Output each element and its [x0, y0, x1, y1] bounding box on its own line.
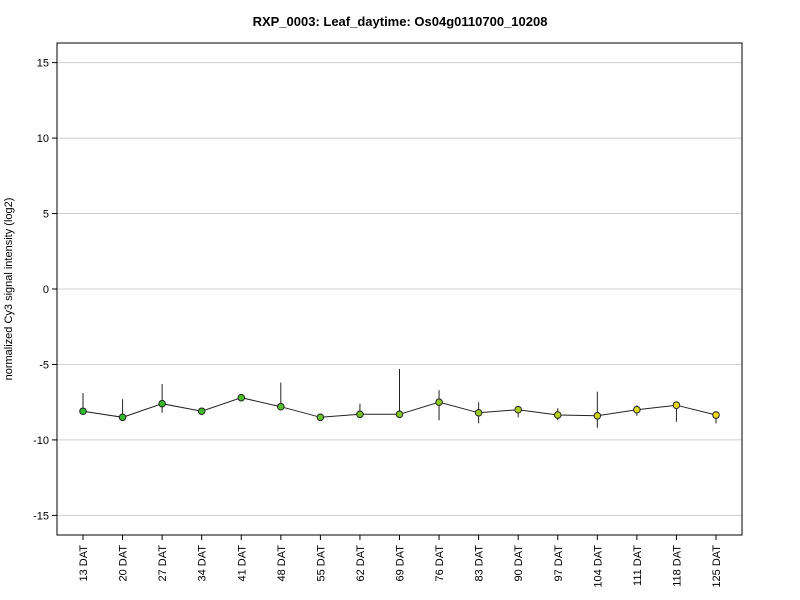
y-axis-label: normalized Cy3 signal intensity (log2) — [3, 198, 15, 381]
data-point — [672, 401, 681, 410]
x-tick-label: 90 DAT — [513, 545, 525, 582]
x-axis: 13 DAT 20 DAT 27 DAT 34 DAT 41 DAT 48 DAT 55 D… — [78, 535, 723, 588]
y-tick-label: 10 — [37, 133, 49, 145]
data-points — [79, 393, 720, 422]
data-point — [395, 410, 404, 419]
x-tick-label: 62 DAT — [355, 545, 367, 582]
y-tick-label: -5 — [39, 359, 49, 371]
x-tick-label: 83 DAT — [474, 545, 486, 582]
chart-title: RXP_0003: Leaf_daytime: Os04g0110700_102… — [253, 14, 548, 29]
data-point — [197, 407, 206, 416]
data-point — [79, 407, 87, 416]
x-tick-label: 76 DAT — [434, 545, 446, 582]
x-tick-label: 13 DAT — [78, 545, 90, 582]
data-point — [553, 411, 562, 419]
grid-lines — [57, 62, 742, 516]
x-tick-label: 97 DAT — [553, 545, 565, 582]
data-point — [435, 398, 443, 406]
x-tick-label: 111 DAT — [632, 545, 644, 586]
data-point — [514, 405, 522, 414]
x-tick-label: 118 DAT — [671, 545, 683, 587]
x-tick-label: 125 DAT — [711, 545, 723, 588]
x-tick-label: 55 DAT — [315, 545, 327, 582]
x-tick-label: 69 DAT — [395, 545, 407, 582]
data-point — [316, 413, 325, 422]
error-bars — [82, 368, 717, 428]
x-tick-label: 104 DAT — [592, 545, 604, 588]
data-point — [593, 411, 602, 420]
x-tick-label: 48 DAT — [276, 545, 288, 582]
data-point — [474, 408, 483, 417]
y-tick-label: -10 — [33, 435, 49, 447]
data-point — [356, 410, 364, 419]
data-point — [633, 405, 641, 414]
x-tick-label: 41 DAT — [236, 545, 248, 582]
x-tick-label: 27 DAT — [157, 545, 169, 582]
x-tick-label: 34 DAT — [197, 545, 209, 582]
x-tick-label: 20 DAT — [118, 545, 130, 582]
data-point — [118, 413, 127, 422]
y-tick-label: -15 — [33, 510, 49, 522]
data-point — [712, 411, 720, 419]
data-point — [237, 393, 246, 402]
y-axis: 15 10 5 0 -5 -10 -15 — [33, 58, 57, 522]
y-tick-label: 15 — [37, 58, 49, 70]
y-tick-label: 0 — [43, 284, 49, 296]
data-point — [277, 402, 285, 411]
data-point — [158, 399, 166, 408]
y-tick-label: 5 — [43, 209, 49, 221]
